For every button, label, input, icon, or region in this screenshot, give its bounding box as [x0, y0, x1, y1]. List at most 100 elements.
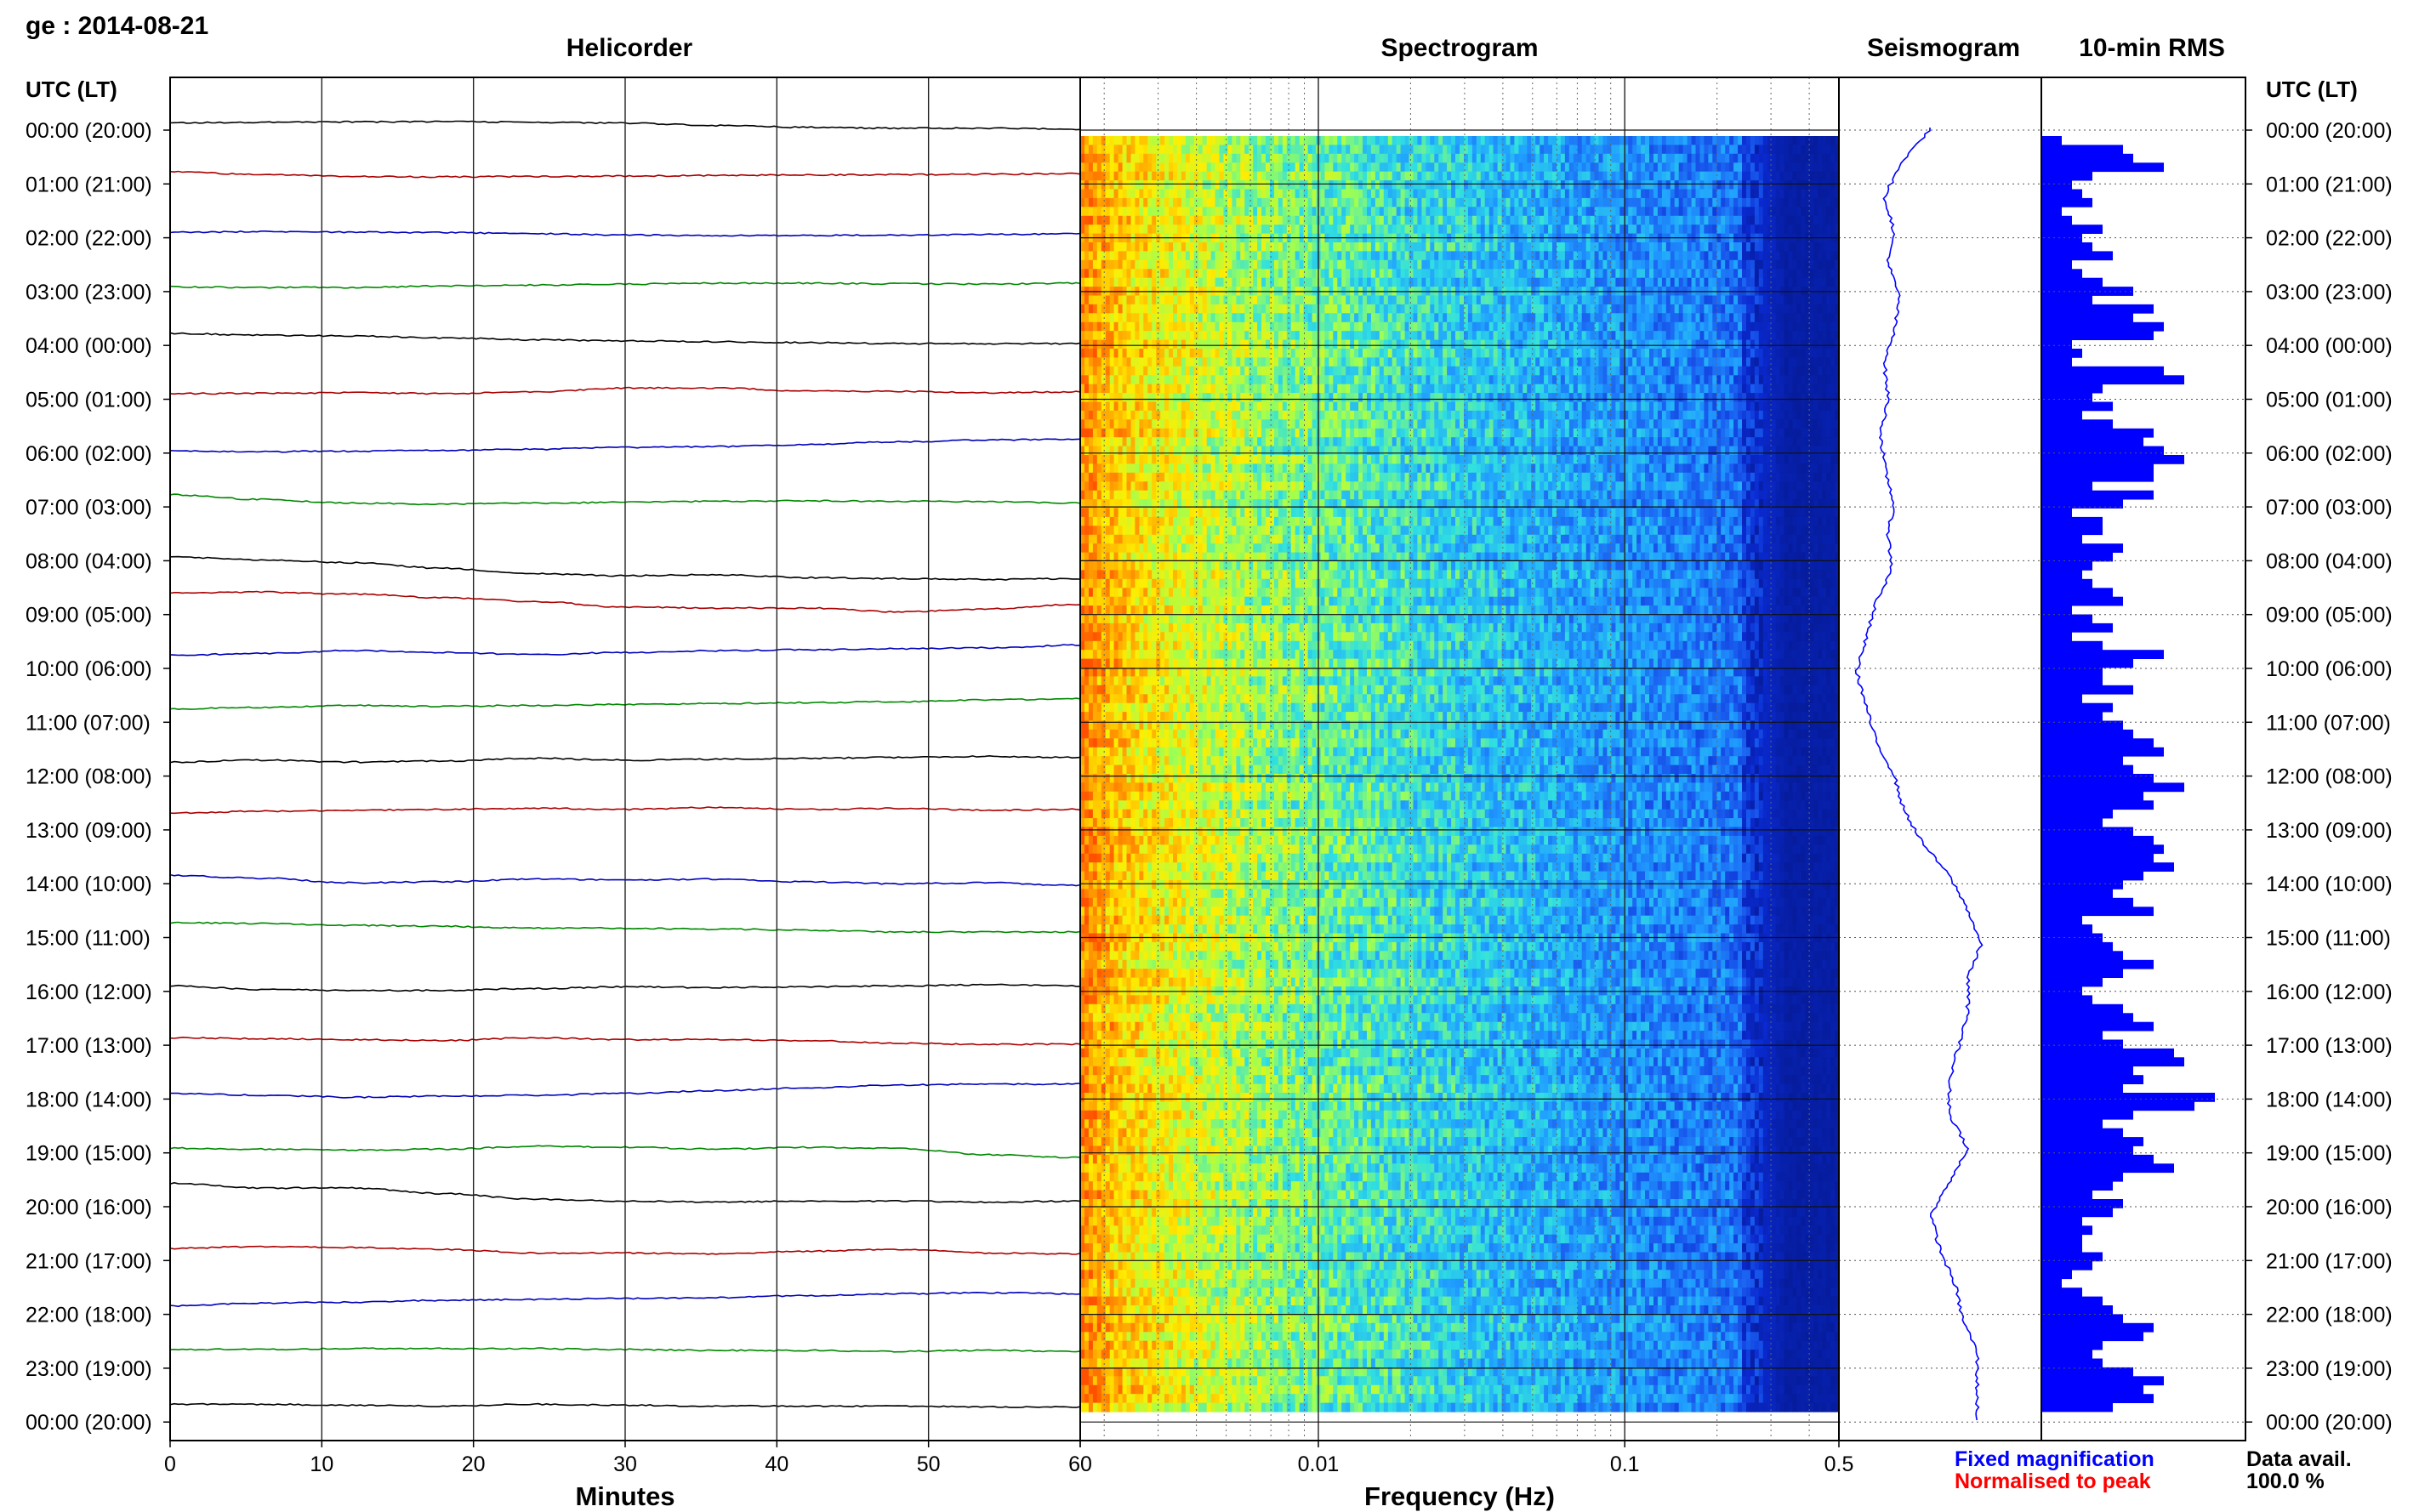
- spectrogram-cell: [1742, 357, 1747, 367]
- spectrogram-cell: [1738, 331, 1743, 340]
- spectrogram-cell: [1552, 340, 1557, 350]
- spectrogram-cell: [1712, 207, 1717, 216]
- spectrogram-cell: [1776, 313, 1781, 322]
- spectrogram-cell: [1143, 225, 1148, 234]
- spectrogram-cell: [1350, 322, 1355, 332]
- spectrogram-cell: [1123, 198, 1128, 207]
- spectrogram-cell: [1312, 367, 1318, 376]
- spectrogram-cell: [1321, 304, 1326, 314]
- spectrogram-cell: [1540, 198, 1545, 207]
- spectrogram-cell: [1261, 136, 1266, 145]
- spectrogram-cell: [1535, 278, 1540, 287]
- spectrogram-cell: [1106, 375, 1111, 384]
- spectrogram-cell: [1809, 172, 1814, 181]
- spectrogram-cell: [1198, 180, 1204, 190]
- spectrogram-cell: [1822, 154, 1827, 163]
- spectrogram-cell: [1813, 198, 1819, 207]
- spectrogram-cell: [1236, 367, 1241, 376]
- spectrogram-cell: [1451, 313, 1456, 322]
- spectrogram-cell: [1147, 216, 1153, 225]
- spectrogram-cell: [1688, 180, 1693, 190]
- spectrogram-cell: [1207, 331, 1212, 340]
- spectrogram-cell: [1220, 136, 1225, 145]
- spectrogram-cell: [1481, 207, 1486, 216]
- spectrogram-cell: [1380, 357, 1385, 367]
- spectrogram-cell: [1636, 340, 1642, 350]
- spectrogram-cell: [1363, 357, 1368, 367]
- spectrogram-cell: [1809, 304, 1814, 314]
- spectrogram-cell: [1506, 242, 1511, 252]
- spectrogram-cell: [1131, 367, 1136, 376]
- spectrogram-cell: [1763, 198, 1768, 207]
- spectrogram-cell: [1203, 145, 1208, 154]
- spectrogram-cell: [1438, 340, 1443, 350]
- spectrogram-cell: [1494, 162, 1499, 172]
- spectrogram-cell: [1244, 216, 1249, 225]
- spectrogram-cell: [1712, 322, 1717, 332]
- spectrogram-cell: [1203, 357, 1208, 367]
- spectrogram-cell: [1772, 190, 1777, 199]
- spectrogram-cell: [1780, 136, 1785, 145]
- spectrogram-cell: [1636, 357, 1642, 367]
- spectrogram-cell: [1409, 145, 1414, 154]
- spectrogram-cell: [1561, 304, 1566, 314]
- spectrogram-cell: [1582, 296, 1587, 305]
- spectrogram-cell: [1712, 242, 1717, 252]
- spectrogram-cell: [1826, 251, 1831, 260]
- spectrogram-cell: [1211, 154, 1216, 163]
- spectrogram-cell: [1552, 216, 1557, 225]
- spectrogram-cell: [1451, 375, 1456, 384]
- spectrogram-cell: [1494, 154, 1499, 163]
- spectrogram-cell: [1139, 340, 1144, 350]
- spectrogram-cell: [1578, 251, 1583, 260]
- spectrogram-cell: [1725, 260, 1730, 270]
- spectrogram-cell: [1477, 136, 1482, 145]
- spectrogram-cell: [1481, 180, 1486, 190]
- spectrogram-cell: [1514, 296, 1519, 305]
- spectrogram-cell: [1679, 357, 1684, 367]
- spectrogram-cell: [1401, 216, 1406, 225]
- spectrogram-cell: [1363, 190, 1368, 199]
- spectrogram-cell: [1346, 367, 1351, 376]
- spectrogram-cell: [1527, 225, 1532, 234]
- spectrogram-cell: [1266, 304, 1271, 314]
- spectrogram-cell: [1557, 340, 1562, 350]
- spectrogram-cell: [1346, 190, 1351, 199]
- spectrogram-cell: [1780, 278, 1785, 287]
- spectrogram-cell: [1405, 260, 1410, 270]
- spectrogram-cell: [1721, 172, 1726, 181]
- spectrogram-cell: [1582, 136, 1587, 145]
- spectrogram-cell: [1818, 198, 1823, 207]
- spectrogram-cell: [1671, 251, 1676, 260]
- helicorder-title: Helicorder: [566, 34, 693, 62]
- spectrogram-cell: [1801, 357, 1806, 367]
- spectrogram-cell: [1561, 296, 1566, 305]
- spectrogram-cell: [1401, 172, 1406, 181]
- spectrogram-cell: [1380, 136, 1385, 145]
- spectrogram-cell: [1708, 136, 1713, 145]
- spectrogram-cell: [1384, 375, 1389, 384]
- spectrogram-cell: [1523, 251, 1528, 260]
- spectrogram-cell: [1582, 331, 1587, 340]
- spectrogram-cell: [1123, 375, 1128, 384]
- spectrogram-cell: [1414, 269, 1419, 278]
- spectrogram-cell: [1447, 296, 1452, 305]
- spectrogram-cell: [1557, 216, 1562, 225]
- spectrogram-cell: [1809, 313, 1814, 322]
- spectrogram-cell: [1721, 304, 1726, 314]
- spectrogram-cell: [1518, 313, 1523, 322]
- spectrogram-cell: [1177, 154, 1182, 163]
- spectrogram-cell: [1675, 145, 1680, 154]
- spectrogram-cell: [1097, 340, 1102, 350]
- spectrogram-cell: [1451, 296, 1456, 305]
- spectrogram-cell: [1278, 251, 1283, 260]
- spectrogram-cell: [1548, 242, 1553, 252]
- spectrogram-cell: [1544, 172, 1549, 181]
- spectrogram-cell: [1700, 216, 1705, 225]
- spectrogram-cell: [1164, 162, 1170, 172]
- spectrogram-cell: [1683, 162, 1688, 172]
- spectrogram-cell: [1291, 162, 1296, 172]
- spectrogram-cell: [1257, 357, 1262, 367]
- spectrogram-cell: [1518, 331, 1523, 340]
- spectrogram-cell: [1796, 357, 1801, 367]
